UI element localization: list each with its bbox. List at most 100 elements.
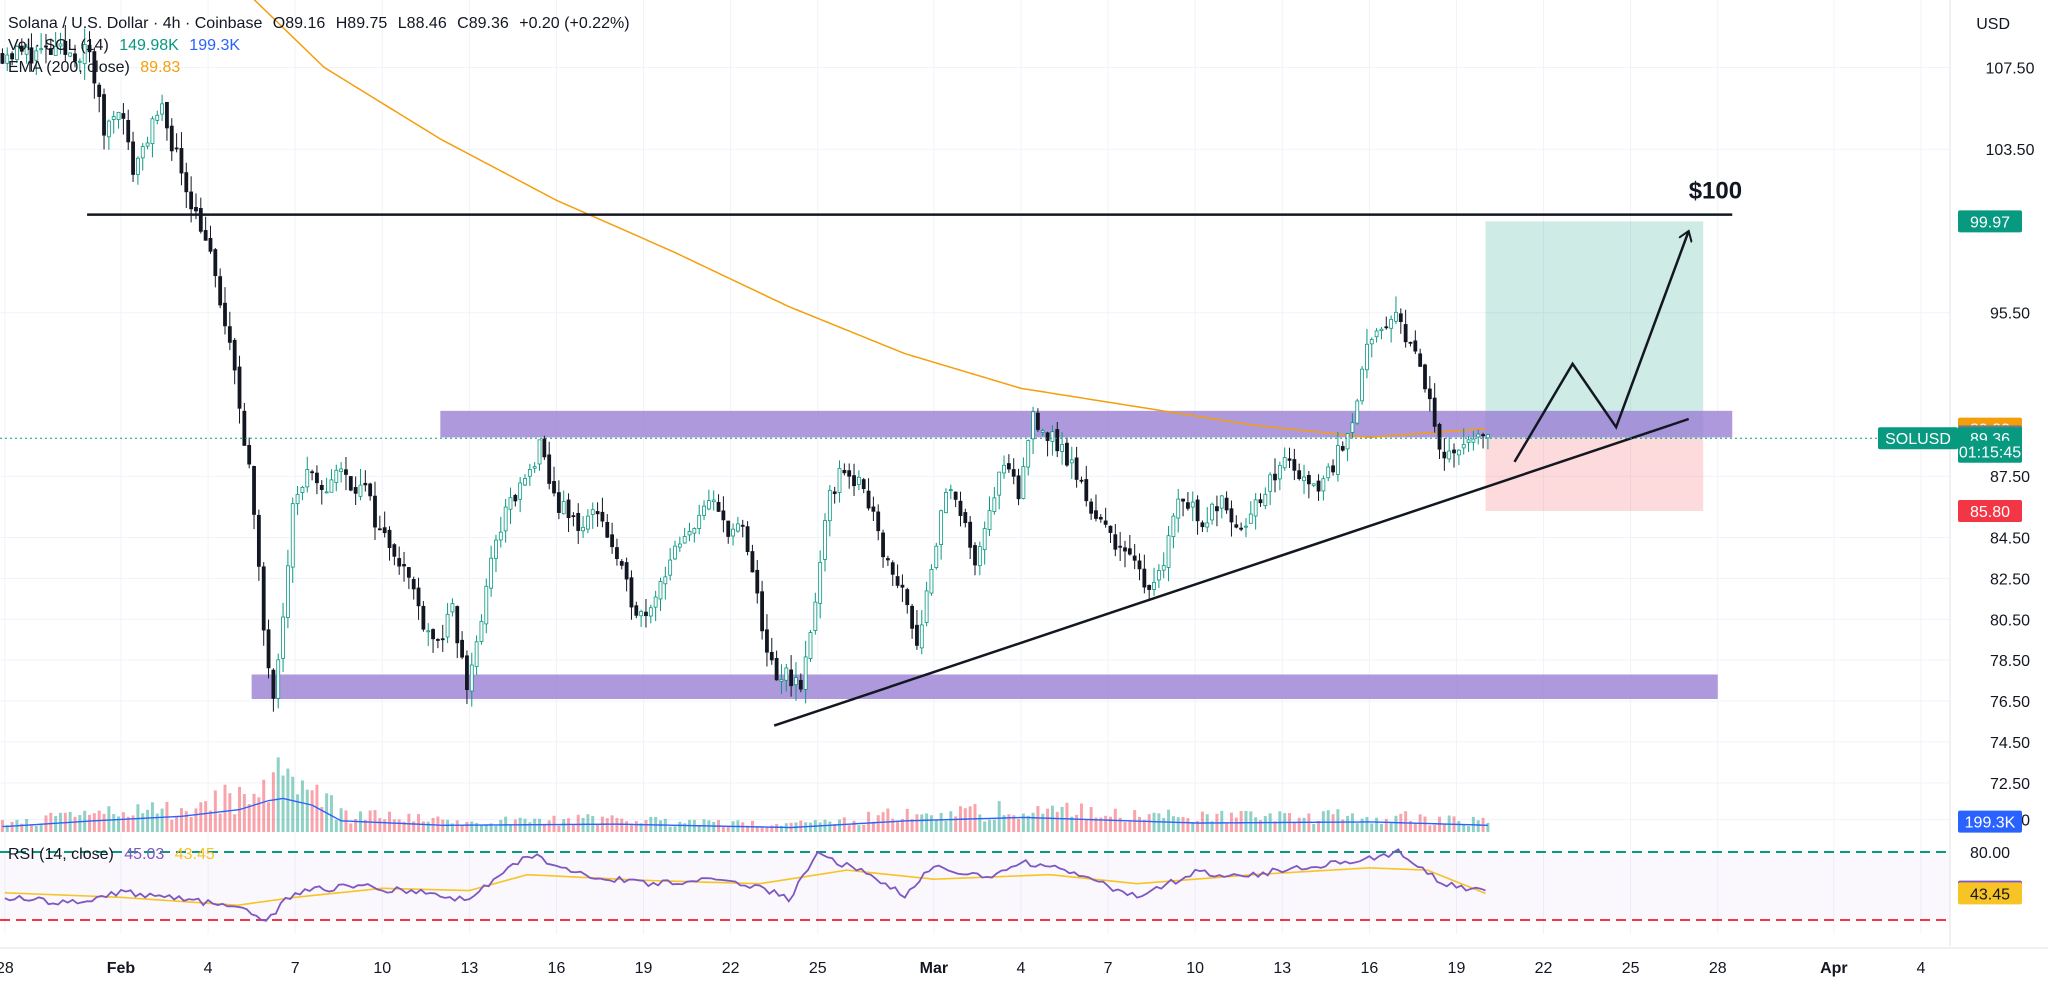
- candle-body: [1331, 465, 1335, 473]
- candle: [910, 603, 914, 639]
- rsi-line: [4, 848, 1486, 922]
- candle: [1186, 492, 1190, 511]
- volume-bar: [1355, 823, 1359, 832]
- candle: [382, 511, 387, 538]
- price-tick-label: 76.50: [1990, 694, 2030, 711]
- candle-body: [581, 526, 585, 532]
- candle-body: [697, 514, 702, 529]
- price-label: 43.45: [1958, 882, 2022, 905]
- candle-body: [808, 632, 813, 659]
- candle-body: [440, 638, 445, 641]
- volume-bar: [175, 815, 179, 832]
- candle: [929, 564, 934, 596]
- volume-bar: [1123, 821, 1127, 832]
- candle: [252, 465, 256, 530]
- price-tick-label: 72.50: [1990, 776, 2030, 793]
- candle-body: [344, 469, 348, 475]
- candle-body: [527, 469, 532, 477]
- volume-bar: [1118, 817, 1122, 832]
- volume-bar: [305, 789, 309, 832]
- candle-body: [300, 486, 305, 493]
- volume-bar: [257, 797, 261, 832]
- ema-label[interactable]: EMA (200, close): [8, 59, 130, 76]
- candle: [1069, 446, 1074, 479]
- candle: [1350, 413, 1355, 439]
- volume-bar: [920, 814, 924, 832]
- candle-body: [63, 40, 68, 55]
- candle: [571, 512, 576, 527]
- candle-body: [721, 510, 726, 521]
- candle-body: [987, 510, 992, 530]
- volume-bar: [354, 818, 358, 832]
- candle-body: [1181, 498, 1185, 502]
- volume-bar: [1210, 821, 1214, 832]
- candle-body: [34, 50, 39, 61]
- candle: [1171, 513, 1176, 549]
- volume-bar: [179, 808, 183, 832]
- currency-selector[interactable]: USD: [1976, 16, 2010, 33]
- volume-bar: [871, 821, 875, 832]
- candle-body: [556, 492, 561, 513]
- price-tick-label: 78.50: [1990, 653, 2030, 670]
- price-tick-label: 84.50: [1990, 531, 2030, 548]
- candle: [455, 605, 460, 659]
- candle: [73, 44, 77, 68]
- ohlc-low: L88.46: [397, 15, 447, 32]
- candle-body: [561, 501, 566, 515]
- volume-bar: [34, 825, 38, 832]
- candle-body: [1311, 483, 1316, 486]
- candle: [503, 499, 508, 543]
- volume-bar: [1486, 822, 1490, 832]
- candle-body: [876, 511, 881, 532]
- candle: [1016, 468, 1021, 506]
- candle: [271, 668, 276, 712]
- candle: [668, 547, 673, 581]
- candle-body: [111, 116, 116, 120]
- volume-bar: [1186, 818, 1190, 832]
- candle-body: [5, 54, 10, 64]
- candle-body: [673, 545, 677, 560]
- candle-body: [1103, 520, 1108, 525]
- candle-body: [508, 497, 513, 510]
- volume-bar: [286, 768, 290, 832]
- volume-bar: [1317, 820, 1321, 832]
- candle: [397, 546, 402, 575]
- candle-body: [774, 658, 779, 681]
- volume-bar: [668, 826, 672, 832]
- candle: [387, 526, 392, 561]
- volume-bar: [1162, 817, 1166, 832]
- candle-body: [77, 60, 82, 63]
- candle-body: [402, 564, 406, 567]
- candle-body: [213, 249, 218, 277]
- volume-label[interactable]: Vol · SOL (14): [8, 37, 109, 54]
- candle: [1476, 429, 1481, 445]
- candle-body: [861, 479, 866, 490]
- candle-body: [1079, 479, 1084, 482]
- candle: [798, 673, 803, 693]
- candle-body: [1094, 510, 1098, 519]
- candle: [1142, 554, 1147, 594]
- candle-body: [1186, 502, 1190, 509]
- volume-bar: [54, 816, 58, 832]
- candle: [131, 131, 135, 182]
- candle: [498, 516, 503, 548]
- candle-body: [237, 366, 242, 409]
- rsi-label[interactable]: RSI (14, close): [8, 846, 114, 863]
- candle: [1002, 455, 1006, 479]
- candle: [1413, 330, 1418, 355]
- candle: [1132, 544, 1137, 570]
- volume-bar: [402, 821, 406, 832]
- symbol-title[interactable]: Solana / U.S. Dollar · 4h · Coinbase: [8, 15, 263, 32]
- candle: [116, 111, 121, 129]
- candle-body: [1137, 560, 1142, 570]
- time-tick-label: 19: [635, 960, 653, 977]
- candle-body: [68, 52, 73, 57]
- candle-body: [750, 551, 755, 573]
- candle: [1244, 518, 1248, 538]
- candle: [1224, 491, 1229, 514]
- volume-bar: [242, 794, 246, 832]
- candle-body: [910, 605, 914, 629]
- candle-body: [169, 125, 174, 152]
